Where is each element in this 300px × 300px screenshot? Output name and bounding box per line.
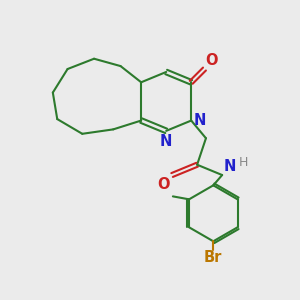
Text: O: O <box>157 177 170 192</box>
Text: Br: Br <box>204 250 223 265</box>
Text: H: H <box>239 155 249 169</box>
Text: N: N <box>224 159 236 174</box>
Text: O: O <box>206 53 218 68</box>
Text: N: N <box>194 113 206 128</box>
Text: N: N <box>160 134 172 149</box>
